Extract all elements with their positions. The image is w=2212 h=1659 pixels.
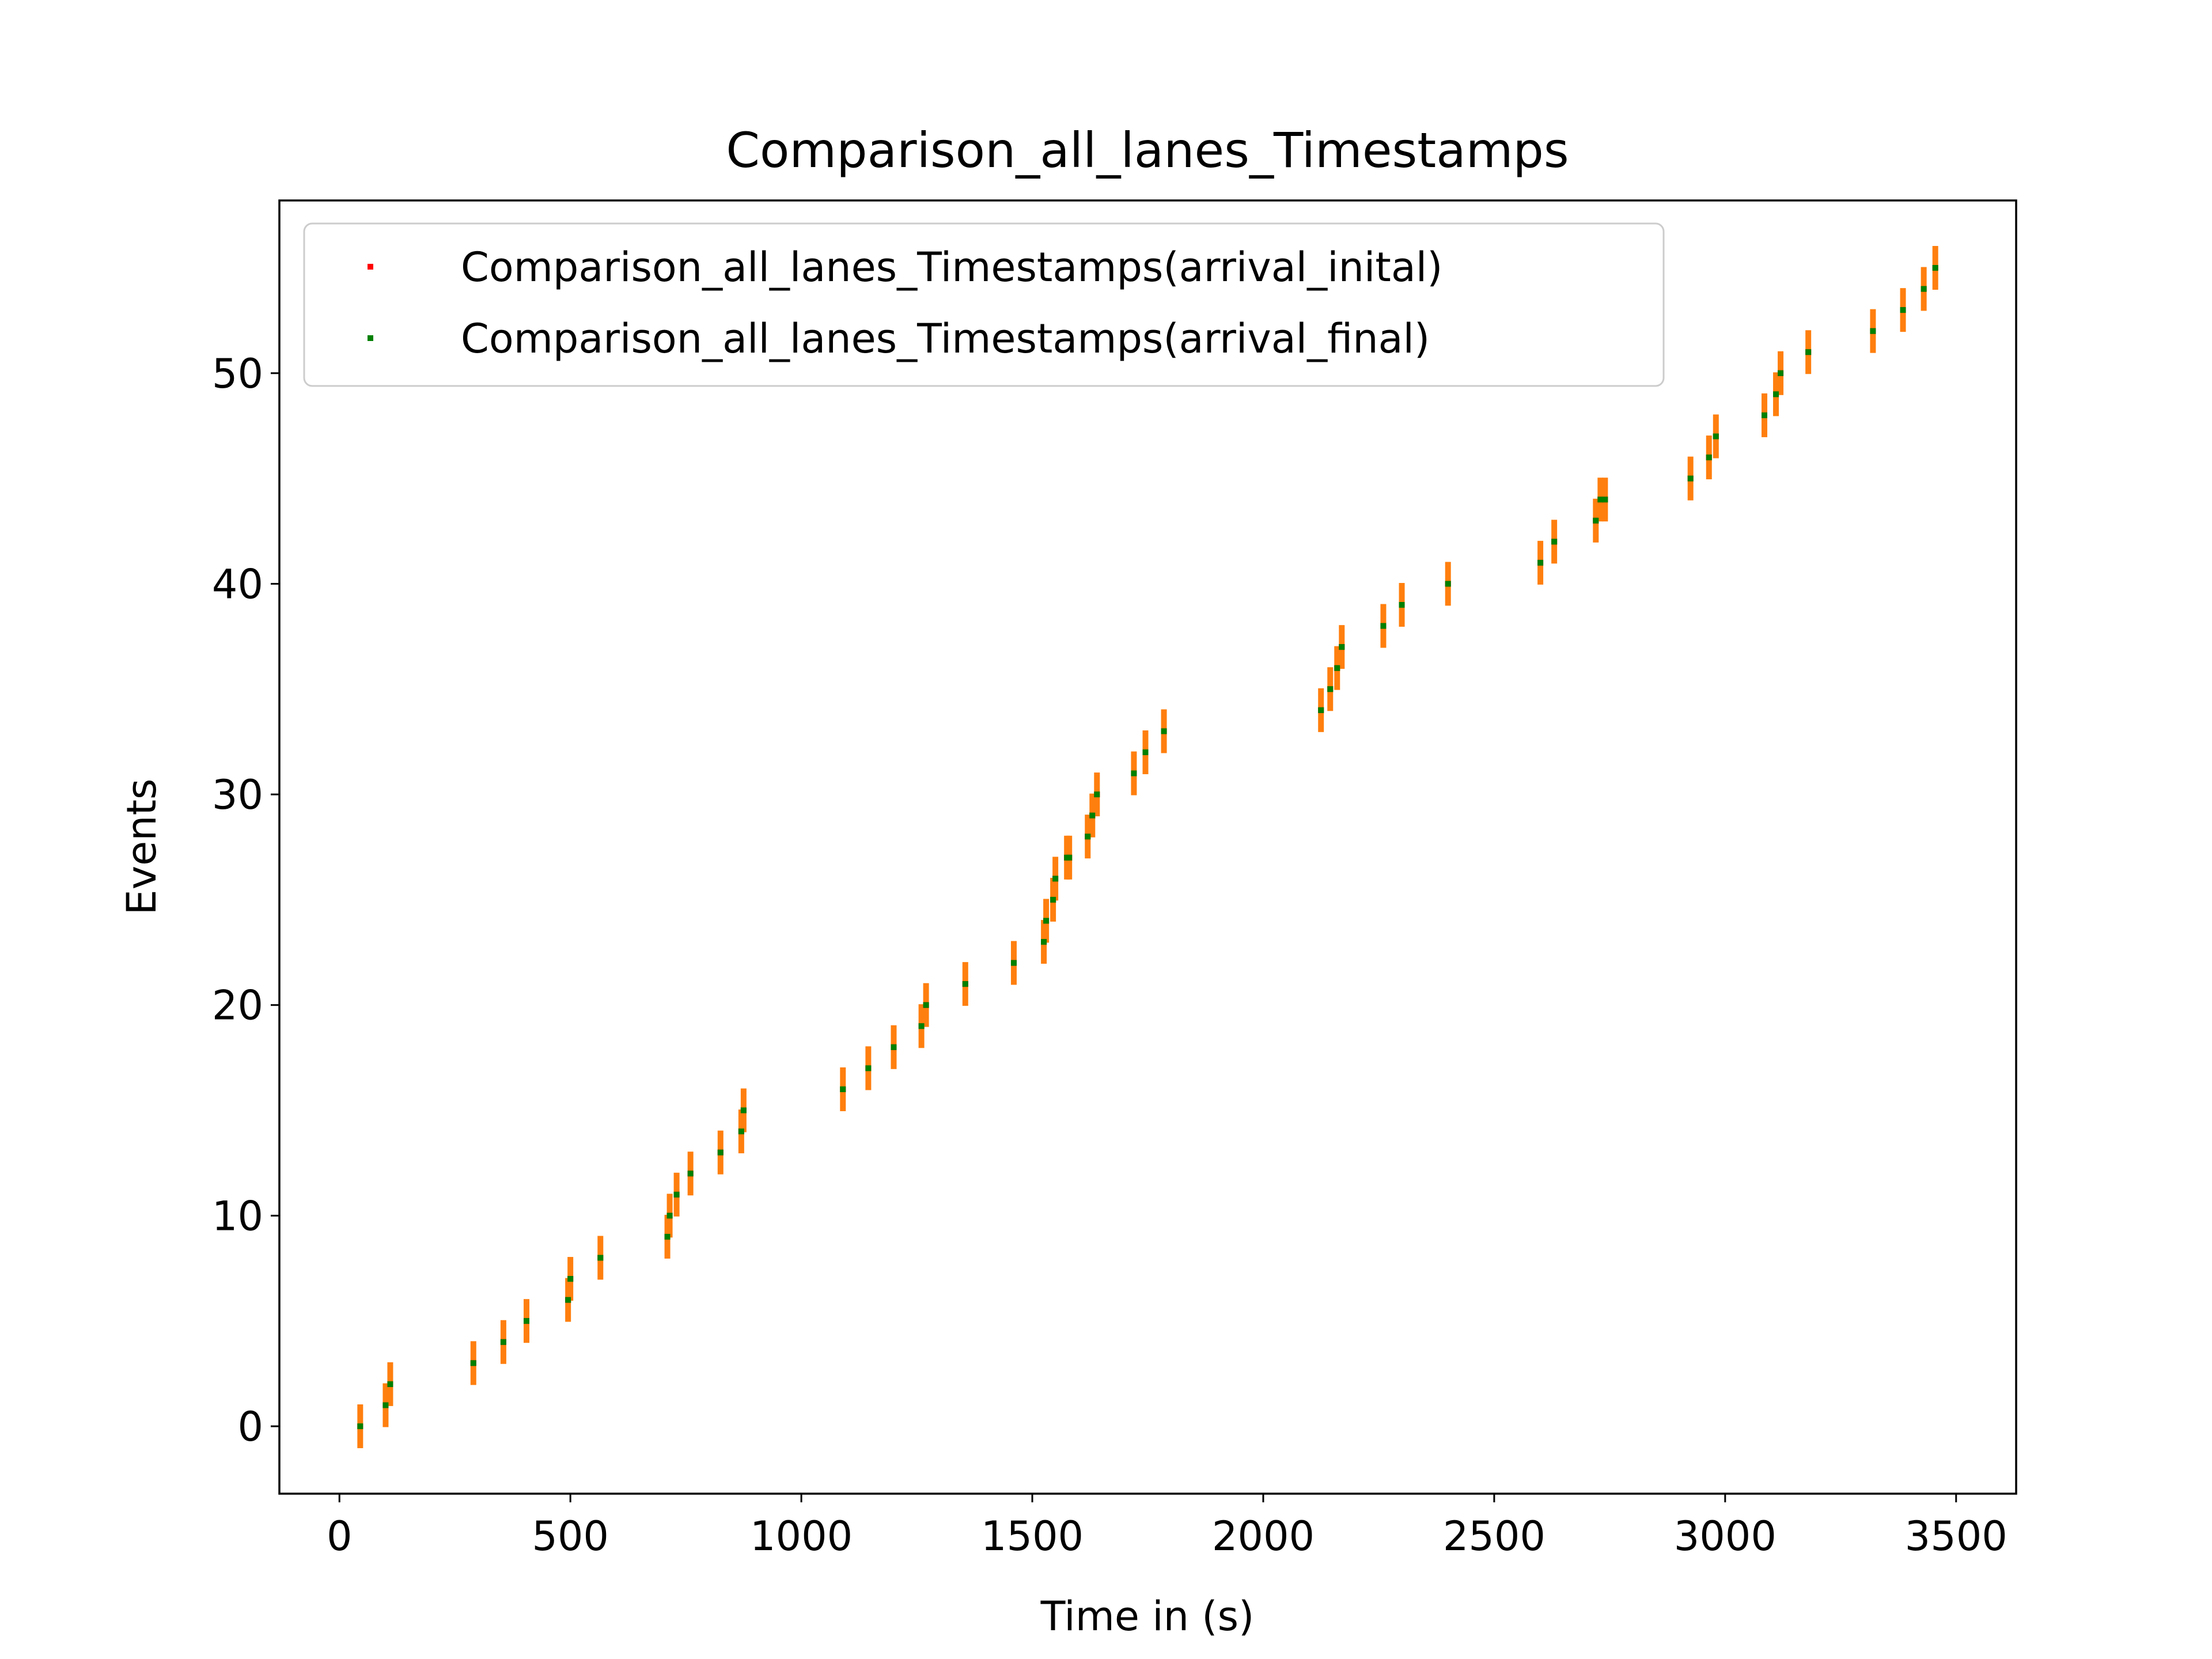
point-arrival-final bbox=[567, 1276, 574, 1282]
legend-label-arrival-initial: Comparison_all_lanes_Timestamps(arrival_… bbox=[461, 244, 1442, 291]
point-arrival-final bbox=[597, 1255, 604, 1261]
y-tick-label: 0 bbox=[237, 1403, 263, 1450]
point-arrival-final bbox=[1900, 307, 1906, 313]
point-arrival-final bbox=[1870, 328, 1876, 334]
legend: Comparison_all_lanes_Timestamps(arrival_… bbox=[303, 222, 1665, 387]
point-arrival-final bbox=[738, 1128, 744, 1135]
x-tick-label: 0 bbox=[327, 1513, 353, 1560]
y-tick-label: 50 bbox=[212, 350, 263, 397]
point-arrival-final bbox=[382, 1402, 389, 1408]
point-arrival-final bbox=[923, 1002, 929, 1008]
point-arrival-final bbox=[891, 1044, 897, 1050]
point-arrival-final bbox=[1041, 939, 1047, 945]
point-arrival-final bbox=[523, 1318, 529, 1324]
point-arrival-final bbox=[1761, 412, 1767, 418]
point-arrival-final bbox=[1142, 749, 1149, 755]
point-arrival-final bbox=[1161, 728, 1167, 734]
point-arrival-final bbox=[357, 1423, 363, 1429]
point-arrival-final bbox=[1380, 623, 1387, 629]
point-arrival-final bbox=[1778, 370, 1784, 376]
x-tick-label: 1000 bbox=[750, 1513, 853, 1560]
legend-label-arrival-final: Comparison_all_lanes_Timestamps(arrival_… bbox=[461, 315, 1430, 362]
point-arrival-final bbox=[1085, 834, 1091, 840]
point-arrival-final bbox=[840, 1086, 846, 1092]
point-arrival-final bbox=[666, 1213, 673, 1219]
legend-marker-arrival-final bbox=[368, 335, 373, 341]
point-arrival-final bbox=[1052, 876, 1059, 882]
x-tick-label: 500 bbox=[532, 1513, 609, 1560]
x-tick-label: 2000 bbox=[1212, 1513, 1315, 1560]
point-arrival-final bbox=[1131, 770, 1137, 777]
point-arrival-final bbox=[1089, 812, 1096, 819]
point-arrival-final bbox=[1334, 665, 1340, 671]
point-arrival-final bbox=[740, 1107, 747, 1113]
point-arrival-final bbox=[1687, 475, 1694, 482]
point-arrival-final bbox=[1327, 686, 1334, 692]
y-axis-label: Events bbox=[118, 778, 165, 915]
legend-marker-arrival-initial bbox=[368, 264, 373, 270]
plot-frame bbox=[278, 199, 2017, 1495]
point-arrival-final bbox=[1445, 581, 1451, 587]
x-axis-label: Time in (s) bbox=[1040, 1593, 1255, 1640]
point-arrival-final bbox=[500, 1339, 506, 1345]
point-arrival-final bbox=[1713, 433, 1719, 440]
point-arrival-final bbox=[717, 1149, 724, 1156]
y-tick-label: 30 bbox=[212, 771, 263, 819]
x-tick-label: 3000 bbox=[1674, 1513, 1777, 1560]
point-arrival-final bbox=[1706, 454, 1712, 461]
point-arrival-final bbox=[918, 1023, 925, 1029]
point-arrival-final bbox=[1602, 497, 1608, 503]
point-arrival-final bbox=[470, 1360, 476, 1366]
point-arrival-final bbox=[1805, 349, 1812, 355]
point-arrival-final bbox=[1399, 602, 1405, 608]
point-arrival-final bbox=[1537, 559, 1544, 566]
x-tick-label: 2500 bbox=[1443, 1513, 1546, 1560]
point-arrival-final bbox=[1339, 644, 1345, 650]
y-tick-label: 10 bbox=[212, 1192, 263, 1240]
data-marks bbox=[357, 246, 1938, 1448]
point-arrival-final bbox=[1043, 918, 1050, 924]
point-arrival-final bbox=[1066, 854, 1073, 861]
point-arrival-final bbox=[1597, 497, 1604, 503]
point-arrival-final bbox=[1773, 391, 1779, 397]
y-axis: 0 10 20 30 40 50 bbox=[212, 350, 279, 1450]
x-tick-label: 1500 bbox=[981, 1513, 1084, 1560]
legend-box bbox=[303, 222, 1665, 387]
point-arrival-final bbox=[1050, 896, 1056, 903]
point-arrival-final bbox=[664, 1233, 671, 1240]
point-arrival-final bbox=[1094, 791, 1100, 798]
point-arrival-final bbox=[865, 1065, 872, 1071]
point-arrival-final bbox=[1921, 286, 1927, 292]
point-arrival-final bbox=[1593, 517, 1599, 524]
point-arrival-final bbox=[1932, 265, 1938, 271]
point-arrival-final bbox=[1318, 707, 1324, 713]
point-arrival-final bbox=[565, 1297, 571, 1303]
x-tick-label: 3500 bbox=[1905, 1513, 2008, 1560]
x-axis: 0 500 1000 1500 2000 2500 3000 3500 bbox=[327, 1494, 2008, 1560]
point-arrival-final bbox=[387, 1381, 393, 1387]
point-arrival-final bbox=[962, 981, 968, 987]
y-tick-label: 20 bbox=[212, 982, 263, 1029]
point-arrival-final bbox=[1010, 960, 1017, 966]
chart-title: Comparison_all_lanes_Timestamps bbox=[726, 122, 1569, 179]
point-arrival-final bbox=[1551, 539, 1558, 545]
point-arrival-final bbox=[687, 1171, 694, 1177]
point-arrival-final bbox=[673, 1191, 680, 1198]
y-tick-label: 40 bbox=[212, 560, 263, 608]
